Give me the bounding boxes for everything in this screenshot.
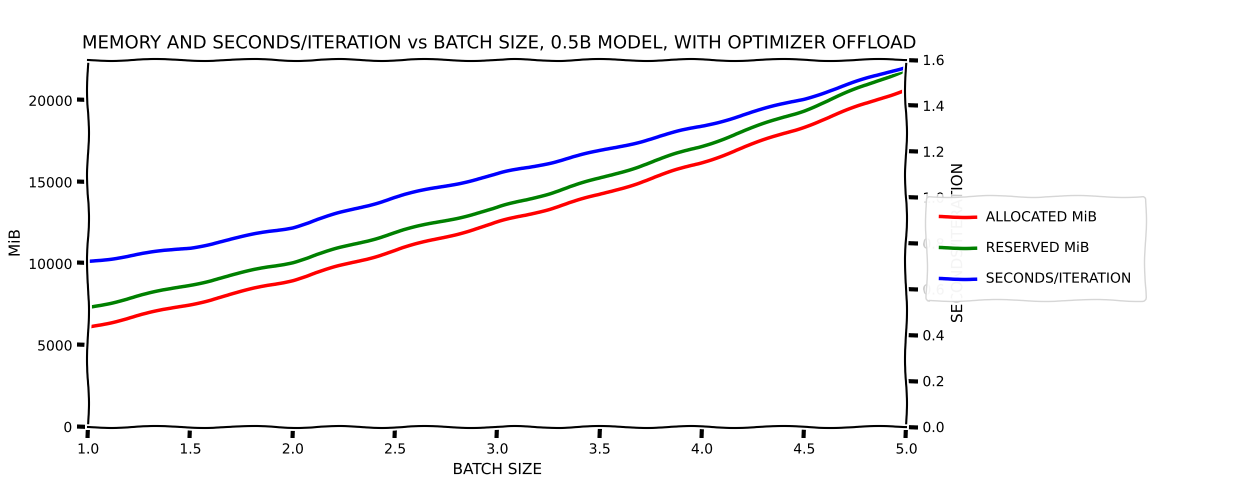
Y-axis label: SECONDS/ITERATION: SECONDS/ITERATION	[951, 163, 966, 323]
SECONDS/ITERATION	[592, 148, 607, 154]
ALLOCATED MiB	[899, 86, 914, 92]
ALLOCATED MiB	[592, 192, 607, 198]
Legend: ALLOCATED MiB, RESERVED MiB, SECONDS/ITERATION: ALLOCATED MiB, RESERVED MiB, SECONDS/ITE…	[927, 196, 1144, 300]
RESERVED MiB	[490, 205, 505, 211]
RESERVED MiB	[285, 259, 301, 265]
RESERVED MiB	[899, 66, 914, 72]
SECONDS/ITERATION	[183, 245, 198, 250]
ALLOCATED MiB	[285, 277, 301, 283]
Title: MEMORY AND SECONDS/ITERATION vs BATCH SIZE, 0.5B MODEL, WITH OPTIMIZER OFFLOAD: MEMORY AND SECONDS/ITERATION vs BATCH SI…	[82, 34, 913, 53]
ALLOCATED MiB	[797, 124, 812, 129]
ALLOCATED MiB	[490, 220, 505, 226]
Line: RESERVED MiB: RESERVED MiB	[88, 69, 906, 308]
RESERVED MiB	[797, 107, 812, 113]
RESERVED MiB	[81, 305, 96, 310]
SECONDS/ITERATION	[81, 258, 96, 264]
SECONDS/ITERATION	[797, 96, 812, 102]
SECONDS/ITERATION	[285, 224, 301, 230]
SECONDS/ITERATION	[490, 171, 505, 177]
X-axis label: BATCH SIZE: BATCH SIZE	[452, 462, 543, 477]
ALLOCATED MiB	[81, 324, 96, 330]
RESERVED MiB	[592, 176, 607, 182]
ALLOCATED MiB	[388, 248, 403, 253]
ALLOCATED MiB	[695, 159, 710, 165]
SECONDS/ITERATION	[388, 194, 403, 200]
ALLOCATED MiB	[183, 301, 198, 307]
SECONDS/ITERATION	[695, 123, 710, 129]
SECONDS/ITERATION	[899, 63, 914, 69]
Y-axis label: MiB: MiB	[8, 229, 23, 257]
RESERVED MiB	[183, 282, 198, 288]
Line: ALLOCATED MiB: ALLOCATED MiB	[88, 89, 906, 327]
RESERVED MiB	[695, 143, 710, 149]
RESERVED MiB	[388, 230, 403, 236]
Line: SECONDS/ITERATION: SECONDS/ITERATION	[88, 66, 906, 261]
